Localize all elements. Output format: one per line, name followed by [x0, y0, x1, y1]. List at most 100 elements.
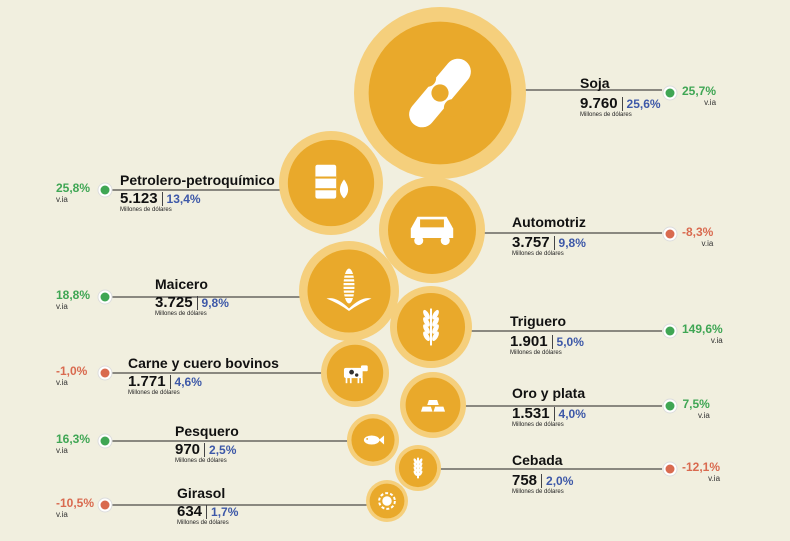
separator: [621, 96, 623, 111]
bubble-group-6: [97, 339, 389, 407]
unit-label: Millones de dólares: [512, 489, 564, 495]
bubble-group-4: [97, 241, 399, 341]
change-block: -8,3% v.ia: [682, 225, 713, 248]
share-percent: 9,8%: [558, 236, 586, 250]
yoy-change: -10,5%: [56, 496, 95, 510]
label-block: Triguero 1.901 5,0% Millones de dólares: [510, 313, 584, 356]
gold-bars-icon: [420, 400, 446, 412]
export-value: 3.757: [512, 234, 550, 251]
trend-dot: [665, 464, 675, 474]
soybean-pod-icon: [409, 58, 471, 128]
unit-label: Millones de dólares: [155, 311, 207, 317]
separator: [169, 374, 171, 389]
share-percent: 2,5%: [209, 443, 237, 457]
unit-label: Millones de dólares: [512, 422, 564, 428]
barley-icon: [413, 457, 423, 479]
change-block: 18,8% v.ia: [56, 288, 90, 311]
trend-dot: [100, 500, 110, 510]
export-value: 9.760: [580, 95, 618, 112]
unit-label: Millones de dólares: [128, 390, 180, 396]
yoy-change: 16,3%: [56, 432, 91, 446]
car-icon: [410, 216, 454, 246]
change-block: -12,1% v.ia: [682, 460, 720, 483]
export-value: 634: [177, 503, 203, 520]
yoy-label: v.ia: [56, 302, 68, 311]
separator: [206, 504, 208, 519]
export-value: 970: [175, 441, 201, 458]
unit-label: Millones de dólares: [580, 112, 632, 118]
unit-label: Millones de dólares: [175, 458, 227, 464]
separator: [196, 295, 198, 310]
category-name: Petrolero-petroquímico: [120, 172, 275, 188]
bubble-group-3: [379, 177, 678, 283]
category-name: Girasol: [177, 485, 226, 501]
separator: [551, 334, 553, 349]
oil-barrel-drop-icon: [315, 164, 351, 202]
label-block: Pesquero 970 2,5% Millones de dólares: [175, 423, 239, 464]
export-value: 1.771: [128, 373, 166, 390]
change-block: 25,8% v.ia: [56, 181, 90, 204]
yoy-label: v.ia: [56, 195, 68, 204]
trend-dot: [100, 436, 110, 446]
unit-label: Millones de dólares: [510, 350, 562, 356]
bubble-group-2: [97, 131, 383, 235]
separator: [541, 473, 543, 488]
share-percent: 5,0%: [556, 335, 584, 349]
wheat-icon: [423, 308, 439, 346]
yoy-change: 7,5%: [682, 397, 710, 411]
trend-dot: [665, 229, 675, 239]
label-block: Soja 9.760 25,6% Millones de dólares: [580, 75, 661, 118]
label-block: Girasol 634 1,7% Millones de dólares: [177, 485, 238, 526]
share-percent: 13,4%: [166, 192, 201, 206]
share-percent: 4,6%: [174, 375, 202, 389]
category-name: Cebada: [512, 452, 563, 468]
change-block: 16,3% v.ia: [56, 432, 90, 455]
yoy-change: -1,0%: [56, 364, 88, 378]
share-percent: 4,0%: [558, 407, 586, 421]
fish-icon: [363, 435, 385, 445]
category-name: Oro y plata: [512, 385, 586, 401]
yoy-change: -8,3%: [682, 225, 714, 239]
trend-dot: [100, 292, 110, 302]
label-block: Maicero 3.725 9,8% Millones de dólares: [155, 276, 229, 317]
share-percent: 1,7%: [211, 505, 239, 519]
label-block: Oro y plata 1.531 4,0% Millones de dólares: [512, 385, 586, 428]
yoy-change: 18,8%: [56, 288, 91, 302]
yoy-change: -12,1%: [682, 460, 721, 474]
corn-icon: [326, 268, 372, 311]
yoy-change: 25,8%: [56, 181, 91, 195]
unit-label: Millones de dólares: [177, 520, 229, 526]
export-value: 3.725: [155, 294, 193, 311]
category-name: Pesquero: [175, 423, 239, 439]
cow-icon: [343, 365, 368, 384]
trend-dot: [100, 185, 110, 195]
bubble-group-9: [395, 445, 678, 491]
label-block: Cebada 758 2,0% Millones de dólares: [512, 452, 573, 495]
bubble-group-7: [400, 372, 678, 438]
change-block: 25,7% v.ia: [682, 84, 716, 107]
yoy-label: v.ia: [56, 446, 68, 455]
separator: [204, 442, 206, 457]
category-name: Triguero: [510, 313, 567, 329]
trend-dot: [665, 326, 675, 336]
category-name: Maicero: [155, 276, 208, 292]
export-value: 5.123: [120, 190, 158, 207]
trend-dot: [665, 88, 675, 98]
yoy-label: v.ia: [708, 474, 721, 483]
unit-label: Millones de dólares: [512, 251, 564, 257]
label-block: Petrolero-petroquímico 5.123 13,4% Millones…: [120, 172, 275, 213]
label-block: Automotriz 3.757 9,8% Millones de dólares: [512, 214, 586, 257]
bubble-group-1: [354, 7, 678, 179]
category-name: Carne y cuero bovinos: [128, 355, 279, 371]
separator: [553, 235, 555, 250]
yoy-label: v.ia: [698, 411, 710, 420]
export-value: 1.901: [510, 333, 548, 350]
separator: [161, 191, 163, 206]
yoy-label: v.ia: [710, 336, 723, 345]
share-percent: 25,6%: [626, 97, 661, 111]
yoy-label: v.ia: [56, 510, 68, 519]
share-percent: 9,8%: [201, 296, 229, 310]
trend-dot: [665, 401, 675, 411]
yoy-label: v.ia: [56, 378, 68, 387]
